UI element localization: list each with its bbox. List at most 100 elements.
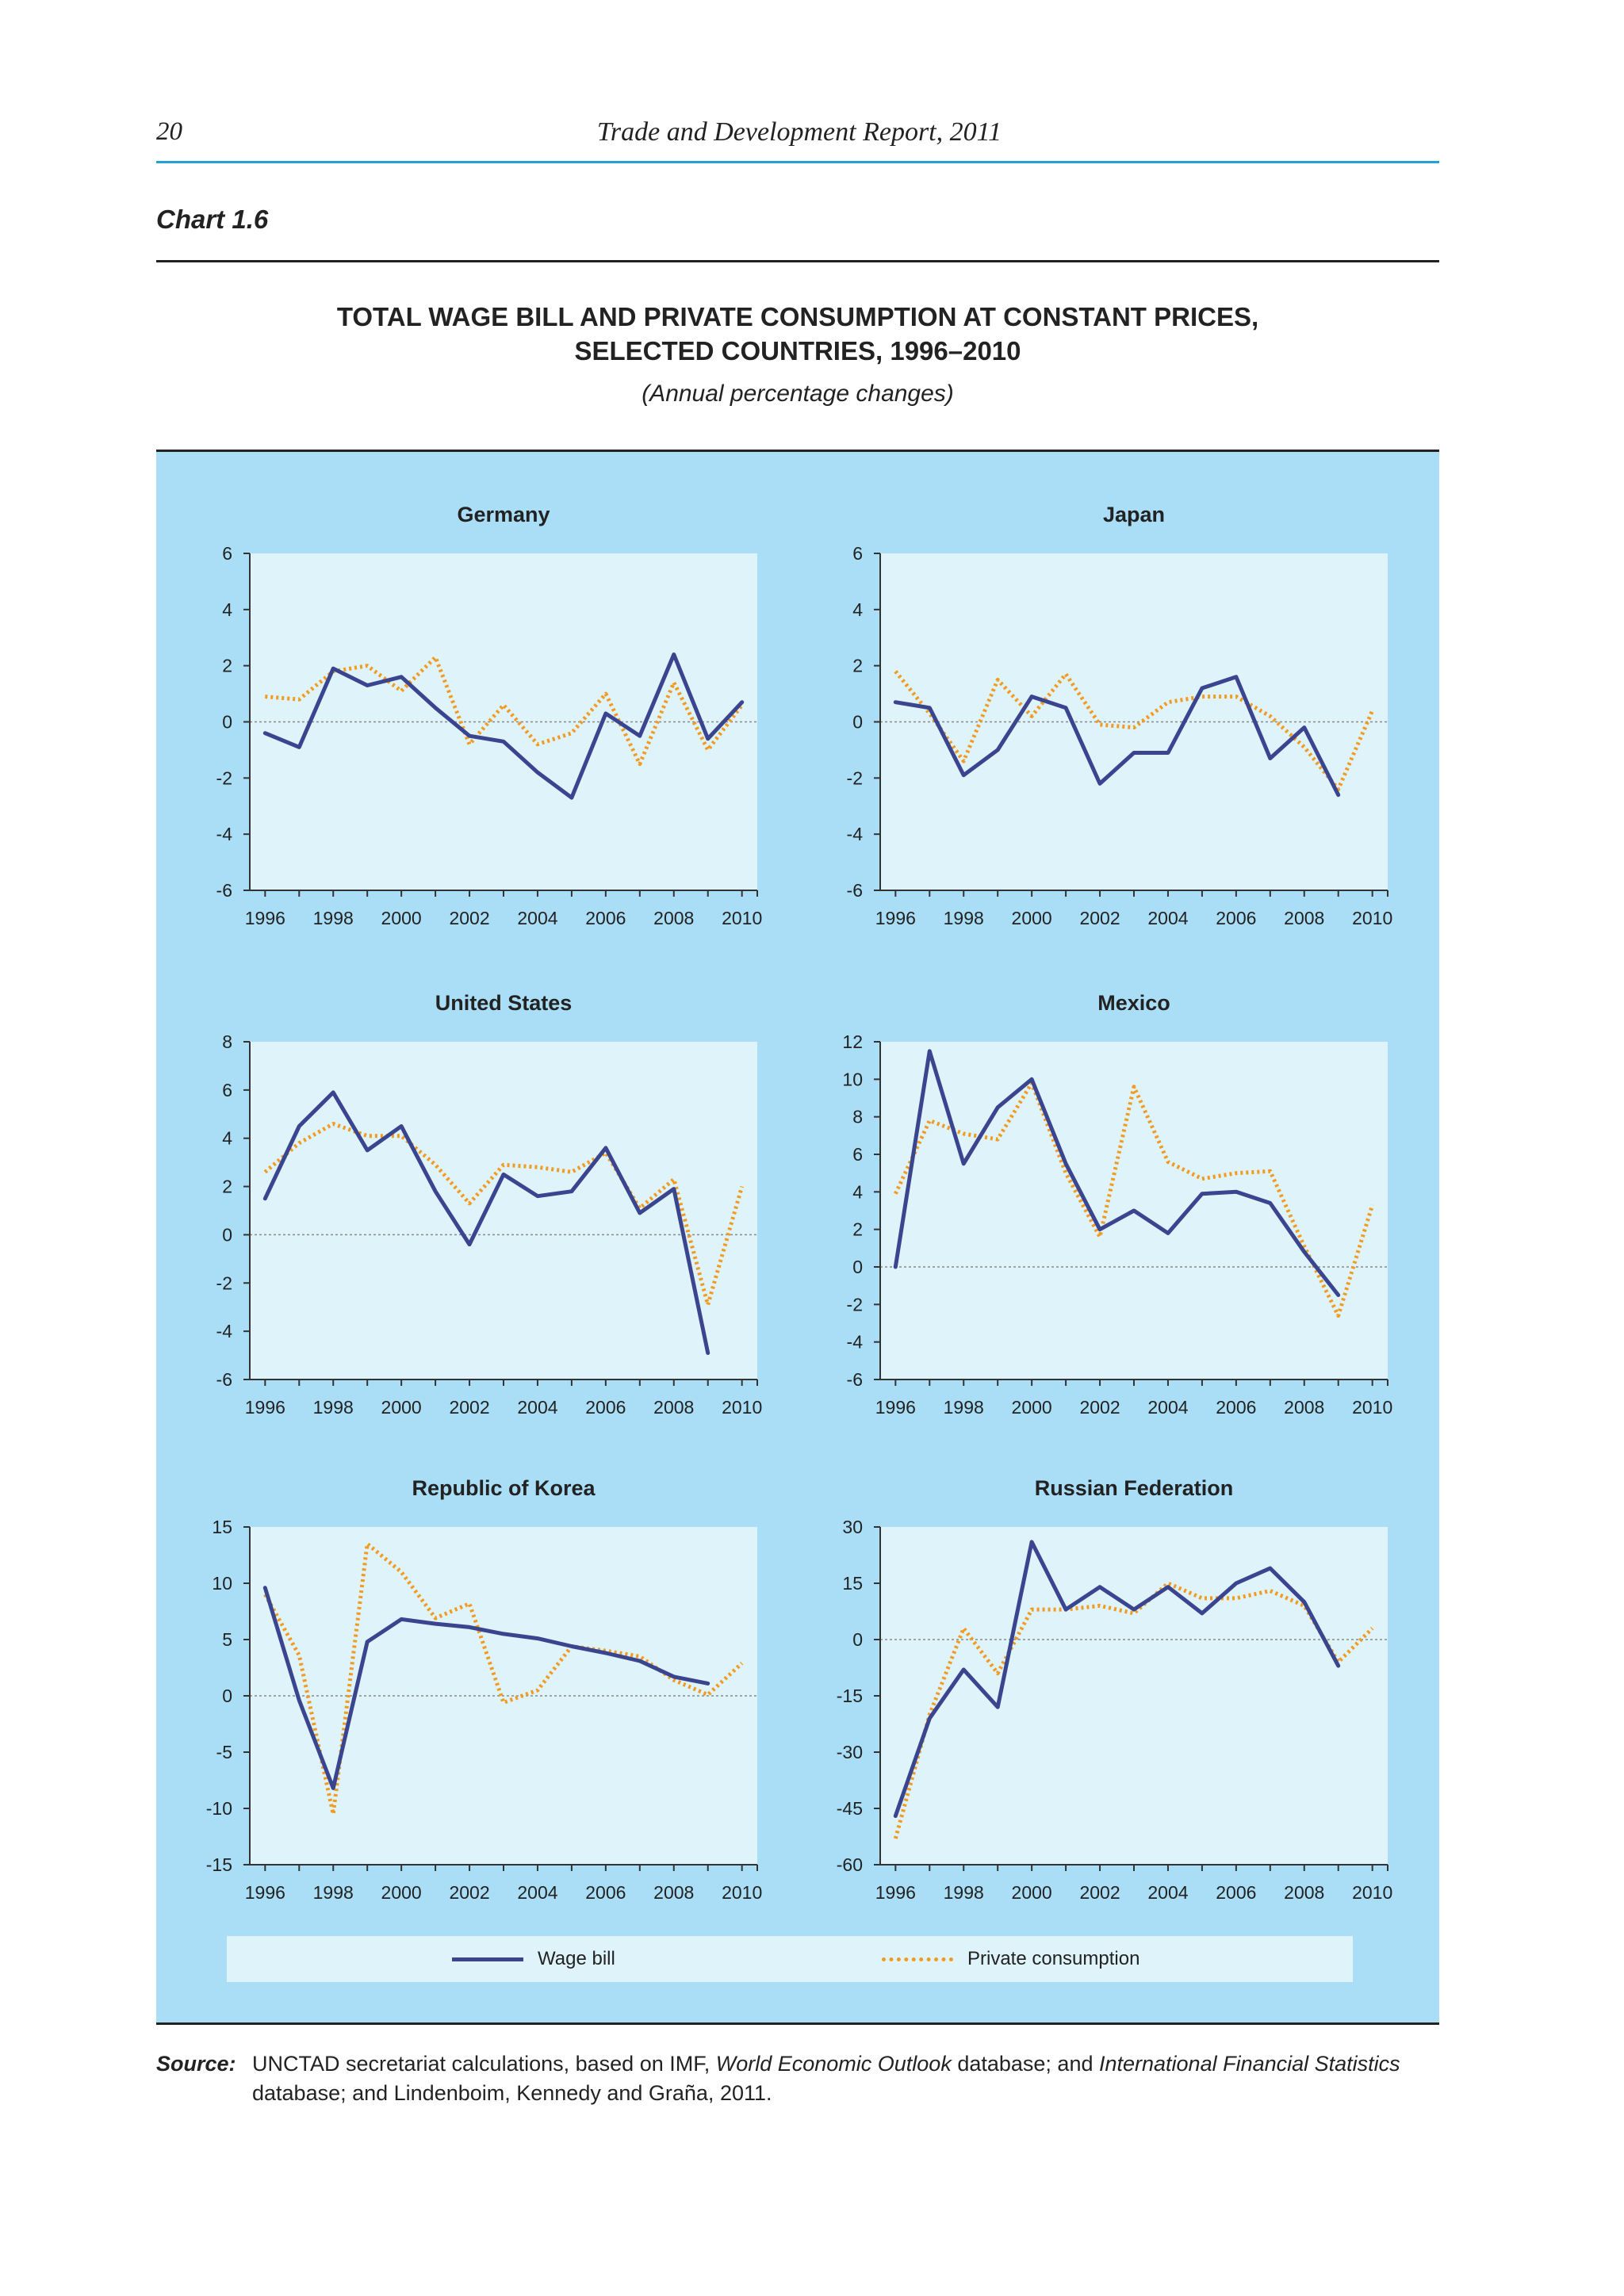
x-tick-label: 2010 [722, 908, 762, 928]
chart-united-states: United States -6 -4 -2 0 2 4 6 8 1996 1998 2000 2002… [216, 991, 763, 1418]
x-tick-label: 2006 [585, 1397, 626, 1418]
chart-title: TOTAL WAGE BILL AND PRIVATE CONSUMPTION … [156, 300, 1439, 368]
y-tick-label: -60 [837, 1854, 863, 1875]
x-tick-label: 2002 [449, 1397, 489, 1418]
x-tick-label: 2006 [585, 908, 626, 928]
chart-title-republic-of-korea: Republic of Korea [412, 1476, 596, 1500]
x-tick-label: 2008 [653, 1882, 694, 1903]
x-tick-label: 2010 [722, 1397, 762, 1418]
y-tick-label: 10 [212, 1573, 232, 1594]
chart-title-line-2: SELECTED COUNTRIES, 1996–2010 [574, 336, 1021, 365]
x-tick-label: 2008 [653, 908, 694, 928]
legend-item-private-consumption: Private consumption [882, 1936, 1139, 1982]
series-line-wage-bill [893, 1049, 1341, 1297]
y-tick-label: 4 [222, 599, 232, 620]
source-em-1: World Economic Outlook [715, 2052, 952, 2076]
plot-area [880, 1527, 1388, 1865]
y-tick-label: -10 [206, 1798, 232, 1819]
y-tick-label: 30 [842, 1517, 863, 1537]
x-tick-label: 1998 [313, 1397, 354, 1418]
source-text-3: database; and Lindenboim, Kennedy and Gr… [252, 2081, 772, 2105]
x-tick-label: 2000 [381, 1397, 422, 1418]
x-tick-label: 2000 [381, 1882, 422, 1903]
source-text: UNCTAD secretariat calculations, based o… [252, 2049, 1439, 2108]
chart-mexico: Mexico -6 -4 -2 0 2 4 6 8 10 12 1996 1998 2000 2002 200… [842, 991, 1392, 1418]
chart-title-germany: Germany [457, 503, 550, 526]
source-em-2: International Financial Statistics [1098, 2052, 1400, 2076]
y-tick-label: 0 [222, 1686, 232, 1706]
series-line-private-consumption [263, 1122, 745, 1307]
x-tick-label: 1998 [944, 1882, 984, 1903]
x-tick-label: 2002 [1079, 908, 1120, 928]
y-tick-label: 2 [852, 1219, 863, 1240]
source-text-2: database; and [951, 2052, 1099, 2076]
x-tick-label: 1996 [875, 1882, 916, 1903]
y-tick-label: -4 [847, 1332, 864, 1353]
x-tick-label: 2006 [1216, 1397, 1256, 1418]
x-tick-label: 2010 [722, 1882, 762, 1903]
x-tick-label: 2010 [1352, 908, 1392, 928]
y-tick-label: 4 [852, 1181, 863, 1202]
x-tick-label: 2004 [1147, 908, 1188, 928]
series-line-private-consumption [263, 1541, 744, 1816]
chart-label: Chart 1.6 [156, 205, 269, 234]
chart-russian-federation: Russian Federation -60 -45 -30 -15 0 15 30 1996 1… [837, 1476, 1393, 1903]
chart-subtitle: (Annual percentage changes) [642, 381, 954, 407]
y-tick-label: 2 [852, 656, 863, 676]
y-tick-label: -15 [837, 1686, 863, 1706]
x-tick-label: 2000 [381, 908, 422, 928]
x-tick-label: 2008 [1284, 1397, 1324, 1418]
series-line-wage-bill [262, 652, 745, 800]
x-tick-label: 2002 [449, 908, 489, 928]
x-tick-label: 2010 [1352, 1882, 1392, 1903]
series-line-private-consumption [894, 1081, 1375, 1318]
y-tick-label: 5 [222, 1629, 232, 1650]
legend-label-wage-bill: Wage bill [538, 1948, 615, 1969]
x-tick-label: 2000 [1012, 1882, 1052, 1903]
x-tick-label: 2008 [653, 1397, 694, 1418]
y-tick-label: 8 [852, 1107, 863, 1127]
x-tick-label: 2004 [517, 1882, 557, 1903]
legend-item-wage-bill: Wage bill [452, 1936, 615, 1982]
series-line-wage-bill [262, 1090, 710, 1355]
legend: Wage bill Private consumption [227, 1936, 1353, 1982]
chart-title-russian-federation: Russian Federation [1035, 1476, 1234, 1500]
x-tick-label: 2002 [1079, 1397, 1120, 1418]
y-tick-label: 12 [842, 1031, 863, 1052]
source-text-1: UNCTAD secretariat calculations, based o… [252, 2052, 716, 2076]
x-tick-label: 2004 [1147, 1397, 1188, 1418]
x-tick-label: 2004 [1147, 1882, 1188, 1903]
chart-republic-of-korea: Republic of Korea -15 -10 -5 0 5 10 15 1996 1998 2… [206, 1476, 763, 1903]
source-label: Source: [156, 2052, 236, 2076]
x-tick-label: 2006 [1216, 908, 1256, 928]
x-tick-label: 1996 [245, 908, 285, 928]
series-line-wage-bill [262, 1586, 710, 1790]
page-number: 20 [156, 117, 182, 146]
chart-label-rule [156, 260, 1439, 262]
y-tick-label: 0 [852, 1629, 863, 1650]
x-tick-label: 2002 [1079, 1882, 1120, 1903]
x-tick-label: 1996 [875, 1397, 916, 1418]
y-tick-label: 6 [852, 543, 863, 564]
chart-germany: Germany -6 -4 -2 0 2 4 6 1996 1998 2000 2002 2004 200… [216, 503, 763, 928]
x-tick-label: 2008 [1284, 1882, 1324, 1903]
y-tick-label: -6 [216, 1369, 232, 1390]
x-tick-label: 2000 [1012, 908, 1052, 928]
y-tick-label: -30 [837, 1742, 863, 1762]
chart-title-line-1: TOTAL WAGE BILL AND PRIVATE CONSUMPTION … [336, 302, 1259, 331]
x-tick-label: 2004 [517, 1397, 557, 1418]
y-tick-label: -4 [216, 824, 233, 844]
y-tick-label: -2 [216, 1272, 232, 1293]
legend-swatch-wage-bill [452, 1957, 523, 1961]
x-tick-label: 2010 [1352, 1397, 1392, 1418]
y-tick-label: -2 [847, 767, 863, 788]
y-tick-label: -4 [847, 824, 864, 844]
source-note: Source: UNCTAD secretariat calculations,… [156, 2049, 1439, 2108]
y-tick-label: 2 [222, 1177, 232, 1197]
y-tick-label: 15 [842, 1573, 863, 1594]
y-tick-label: -2 [216, 767, 232, 788]
x-tick-label: 2000 [1012, 1397, 1052, 1418]
x-tick-label: 1996 [245, 1397, 285, 1418]
y-tick-label: 4 [852, 599, 863, 620]
